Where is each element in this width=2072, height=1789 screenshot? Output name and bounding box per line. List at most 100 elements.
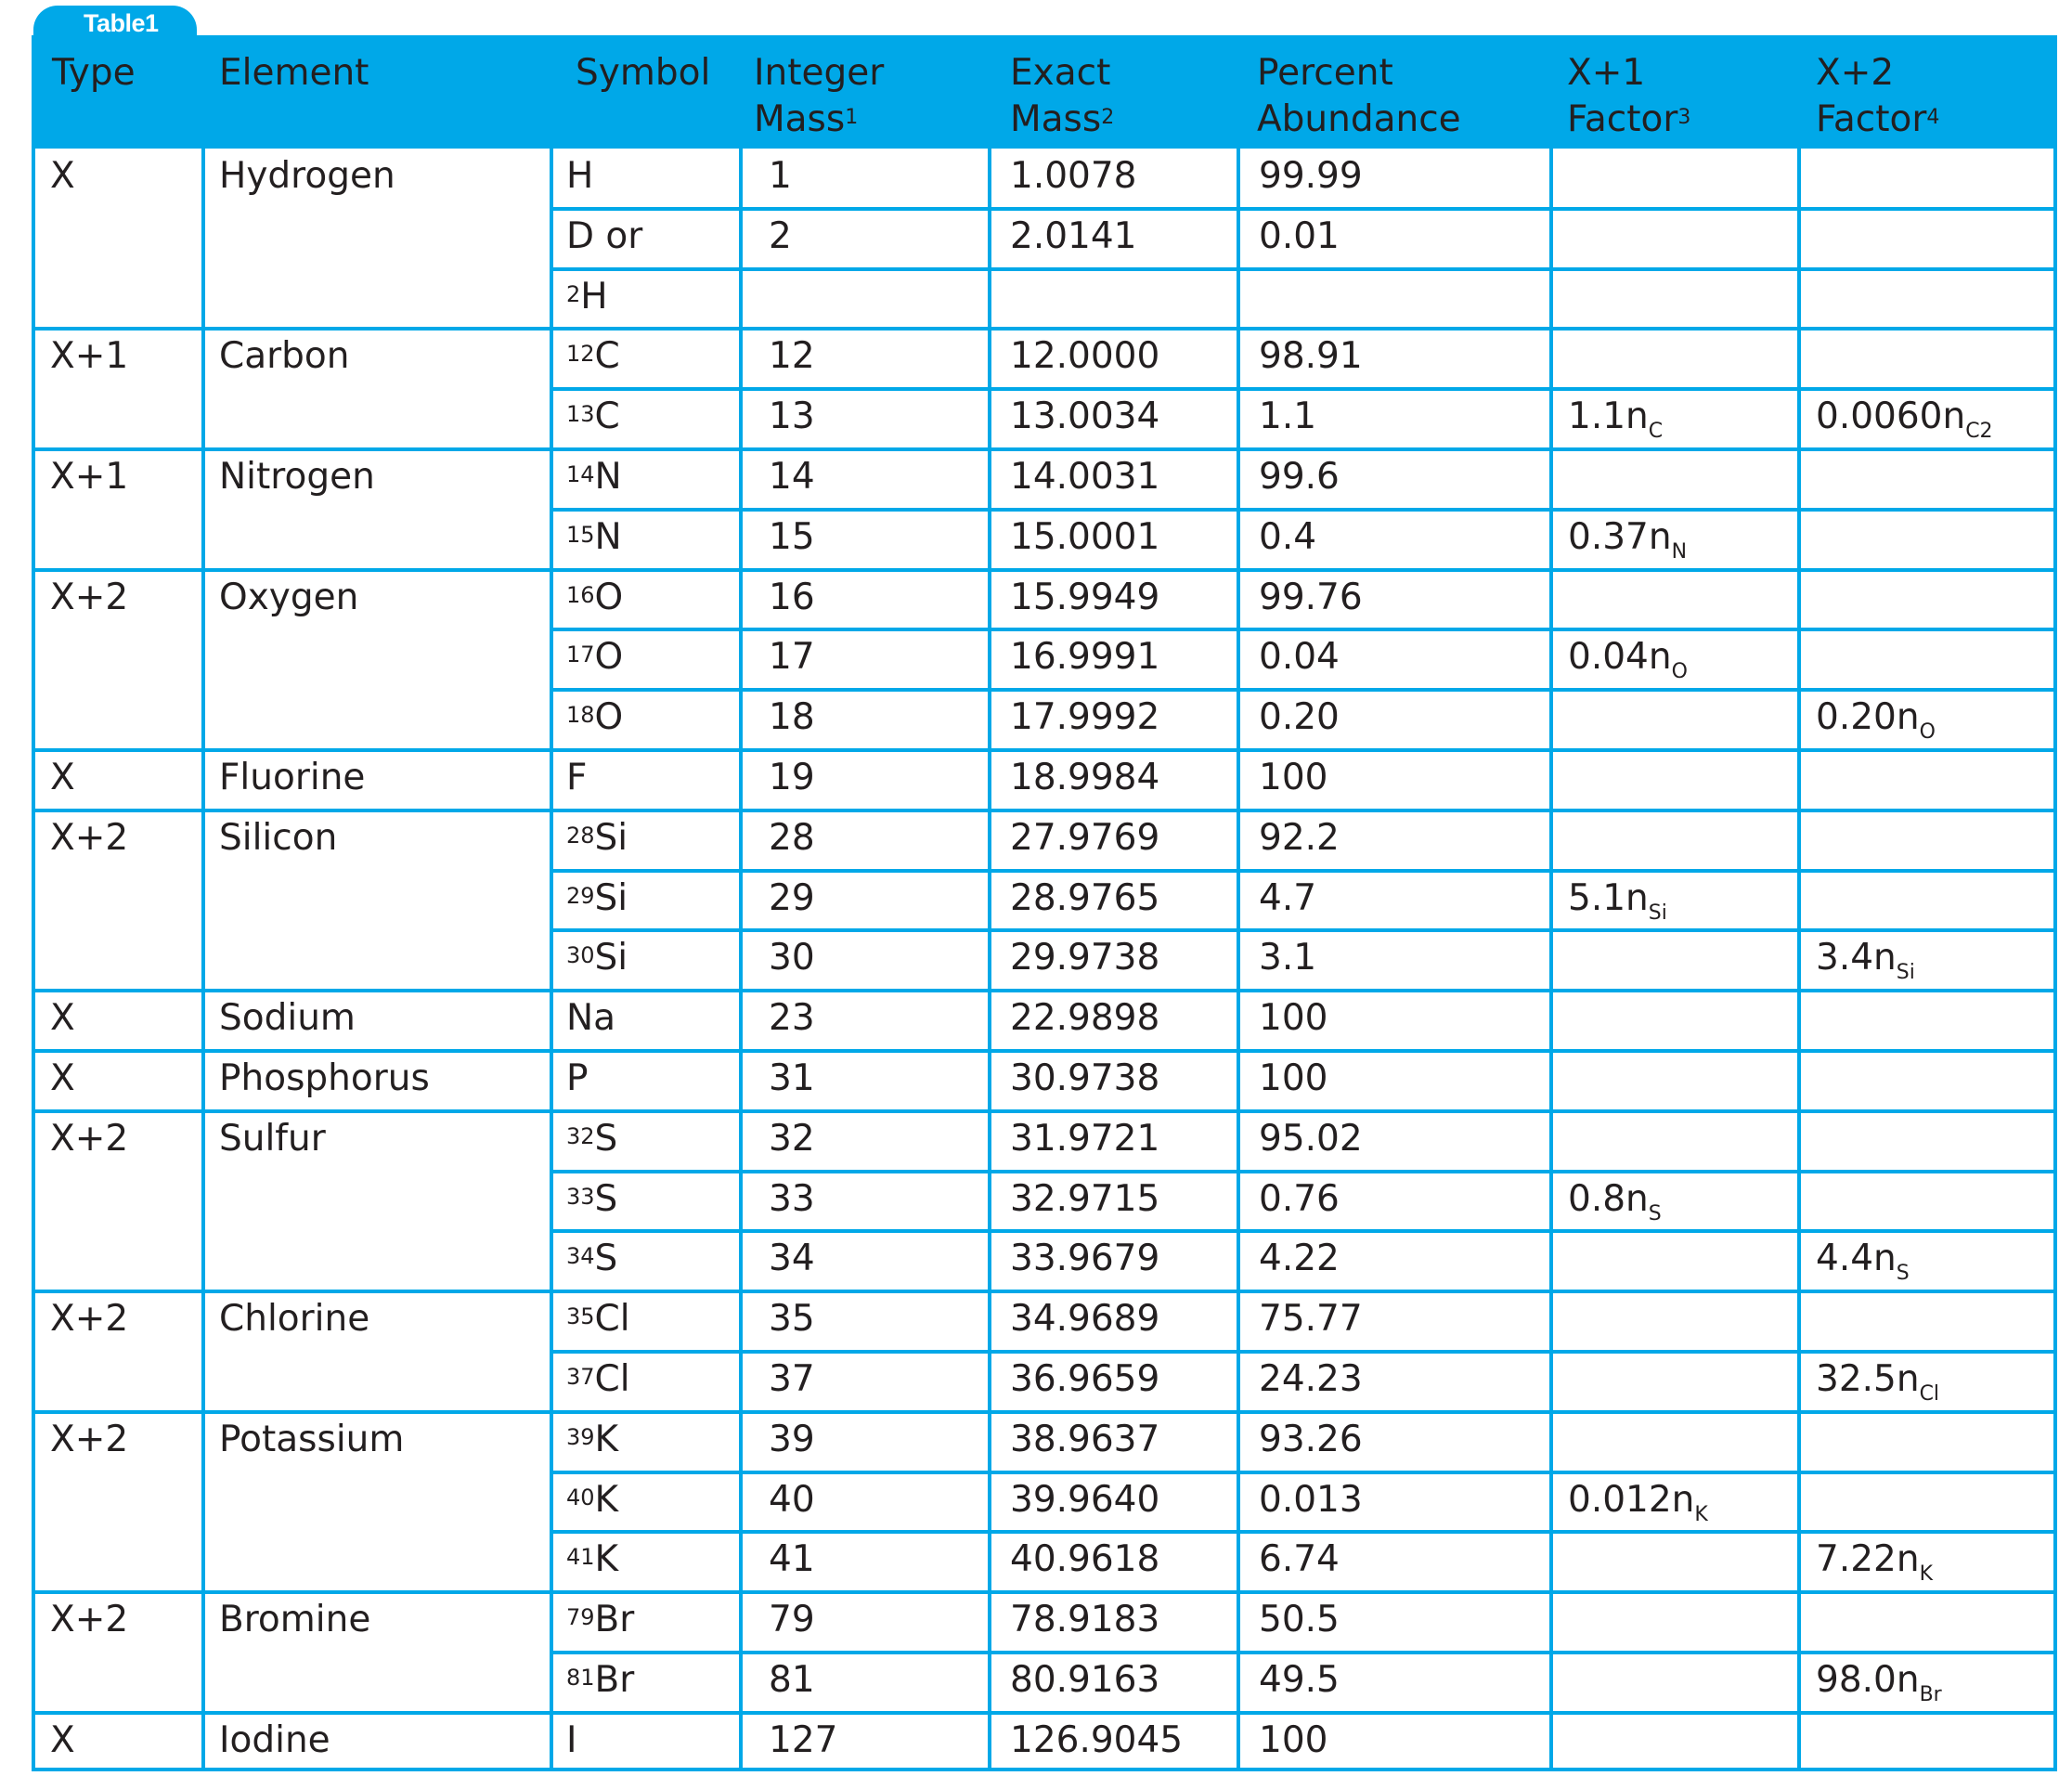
column-header-line1: Type — [52, 52, 136, 94]
integer-mass-cell: 37 — [769, 1352, 815, 1407]
isotope-mass-number: 15 — [566, 521, 595, 548]
integer-mass-cell: 1 — [769, 149, 792, 204]
column-header-line2: Mass — [1010, 98, 1102, 140]
exact-mass-value: 14.0031 — [1010, 456, 1160, 498]
integer-mass-value: 29 — [769, 876, 815, 919]
type-cell: X+2 — [50, 570, 128, 626]
column-divider — [1237, 149, 1240, 1768]
exact-mass-value: 28.9765 — [1010, 876, 1160, 919]
element-symbol: Br — [594, 1659, 635, 1701]
type-value: X — [50, 155, 75, 197]
table-header: Type Element Symbol Integer Mass1 Exact Mass2 P… — [35, 39, 2053, 149]
symbol-cell: 2H — [566, 269, 608, 325]
integer-mass-value: 33 — [769, 1177, 815, 1220]
element-symbol: Cl — [594, 1358, 630, 1400]
exact-mass-cell: 80.9163 — [1010, 1653, 1159, 1708]
symbol-cell: 29Si — [566, 871, 628, 927]
type-value: X — [50, 757, 75, 798]
symbol-cell: 37Cl — [566, 1352, 630, 1407]
element-name: Potassium — [219, 1418, 405, 1460]
abundance-cell: 99.6 — [1259, 449, 1340, 505]
group-divider — [35, 1290, 2053, 1294]
column-header-line1: Exact — [1010, 52, 1111, 94]
row-divider — [551, 507, 2053, 512]
abundance-value: 6.74 — [1259, 1538, 1340, 1581]
symbol-cell: 41K — [566, 1532, 618, 1588]
type-cell: X — [50, 1713, 75, 1769]
symbol-cell: 28Si — [566, 810, 628, 866]
footnote-marker: 2 — [1101, 106, 1115, 129]
element-name: Hydrogen — [219, 155, 395, 197]
element-symbol: S — [594, 1238, 618, 1280]
integer-mass-cell: 35 — [769, 1291, 815, 1347]
integer-mass-value: 35 — [769, 1298, 815, 1341]
element-symbol: K — [594, 1478, 619, 1521]
type-cell: X — [50, 991, 75, 1046]
element-name: Fluorine — [219, 757, 366, 798]
x1-factor-subscript: K — [1694, 1502, 1708, 1526]
element-symbol: H — [566, 155, 594, 197]
element-cell: Carbon — [219, 329, 350, 384]
type-cell: X+1 — [50, 329, 128, 384]
type-value: X+2 — [50, 1599, 129, 1641]
element-symbol: Si — [594, 937, 628, 979]
row-divider — [551, 868, 2053, 873]
column-header: Percent Abundance — [1257, 50, 1461, 143]
row-divider — [551, 1350, 2053, 1354]
column-divider — [1797, 149, 1801, 1768]
x2-factor-cell: 98.0nBr — [1816, 1653, 1942, 1708]
x1-factor-cell: 1.1nC — [1568, 389, 1663, 445]
type-cell: X — [50, 149, 75, 204]
column-header: Element — [219, 50, 369, 97]
isotope-mass-number: 39 — [566, 1423, 595, 1450]
symbol-cell: 35Cl — [566, 1291, 630, 1347]
symbol-cell: D or — [566, 209, 642, 265]
x2-factor-value: 0.20n — [1816, 696, 1920, 739]
type-value: X+1 — [50, 335, 129, 378]
group-divider — [35, 1108, 2053, 1113]
integer-mass-value: 40 — [769, 1478, 815, 1521]
exact-mass-cell: 39.9640 — [1010, 1472, 1159, 1528]
x1-factor-subscript: C — [1648, 420, 1664, 444]
x2-factor-cell: 32.5nCl — [1816, 1352, 1939, 1407]
element-symbol: S — [594, 1117, 618, 1160]
element-name: Iodine — [219, 1718, 330, 1761]
type-cell: X — [50, 1051, 75, 1107]
isotope-mass-number: 13 — [566, 401, 595, 428]
isotope-mass-number: 34 — [566, 1243, 595, 1270]
integer-mass-cell: 13 — [769, 389, 815, 445]
element-name: Sodium — [219, 997, 356, 1040]
abundance-value: 100 — [1259, 997, 1328, 1040]
abundance-value: 93.26 — [1259, 1418, 1363, 1460]
isotope-mass-number: 30 — [566, 942, 595, 969]
exact-mass-cell: 14.0031 — [1010, 449, 1159, 505]
exact-mass-value: 27.9769 — [1010, 816, 1160, 859]
exact-mass-cell: 32.9715 — [1010, 1172, 1159, 1227]
abundance-value: 1.1 — [1259, 395, 1317, 438]
symbol-cell: 16O — [566, 570, 623, 626]
column-divider — [988, 149, 991, 1768]
x1-factor-subscript: O — [1671, 660, 1688, 684]
isotope-mass-number: 35 — [566, 1303, 595, 1330]
integer-mass-cell: 81 — [769, 1653, 815, 1708]
element-cell: Hydrogen — [219, 149, 395, 204]
abundance-value: 0.4 — [1259, 515, 1317, 558]
x1-factor-cell: 0.8nS — [1568, 1172, 1662, 1227]
x2-factor-value: 4.4n — [1816, 1238, 1897, 1280]
abundance-value: 99.6 — [1259, 456, 1340, 498]
element-symbol: C — [594, 335, 620, 378]
abundance-cell: 93.26 — [1259, 1412, 1363, 1468]
symbol-cell: 39K — [566, 1412, 618, 1468]
isotope-mass-number: 16 — [566, 581, 595, 608]
exact-mass-cell: 18.9984 — [1010, 750, 1159, 806]
integer-mass-value: 30 — [769, 937, 815, 979]
exact-mass-cell: 29.9738 — [1010, 930, 1159, 986]
integer-mass-value: 31 — [769, 1057, 815, 1099]
exact-mass-cell: 40.9618 — [1010, 1532, 1159, 1588]
isotope-mass-number: 17 — [566, 642, 595, 668]
abundance-cell: 99.76 — [1259, 570, 1363, 626]
x1-factor-value: 0.04n — [1568, 636, 1672, 679]
table-tab-label: Table1 — [84, 9, 159, 37]
exact-mass-cell: 12.0000 — [1010, 329, 1159, 384]
x2-factor-cell: 3.4nSi — [1816, 930, 1915, 986]
